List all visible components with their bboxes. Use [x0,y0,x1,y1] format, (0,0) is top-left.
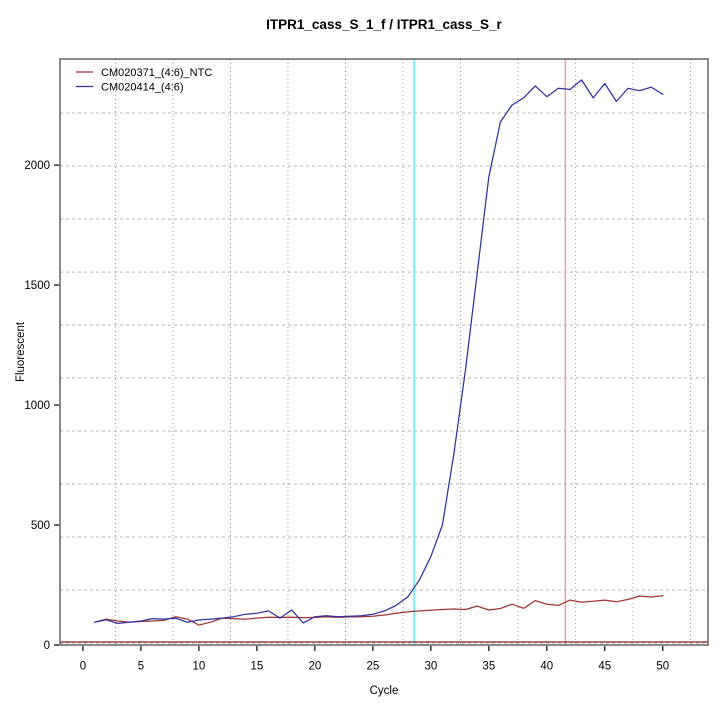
x-tick-label: 45 [598,661,611,673]
y-tick-label: 2000 [24,160,50,172]
x-tick-label: 10 [193,661,206,673]
legend-label: CM020371_(4:6)_NTC [101,67,212,79]
x-tick-label: 5 [138,661,144,673]
y-tick-label: 1000 [24,400,50,412]
x-axis-label: Cycle [369,685,399,697]
series-line [93,595,664,626]
plot-box [59,58,709,646]
x-tick-label: 40 [540,661,553,673]
series-line [93,79,664,625]
x-tick-label: 15 [251,661,264,673]
chart-title: ITPR1_cass_S_1_f / ITPR1_cass_S_r [266,17,502,32]
x-tick-label: 25 [366,661,379,673]
y-tick-label: 0 [44,640,50,652]
x-tick-label: 20 [308,661,321,673]
x-tick-label: 30 [424,661,437,673]
y-tick-label: 500 [31,520,50,532]
legend-label: CM020414_(4:6) [101,81,184,93]
y-tick-label: 1500 [24,280,50,292]
x-tick-label: 0 [80,661,86,673]
y-axis-label: Fluorescent [15,321,27,383]
x-tick-label: 35 [482,661,495,673]
x-tick-label: 50 [656,661,669,673]
